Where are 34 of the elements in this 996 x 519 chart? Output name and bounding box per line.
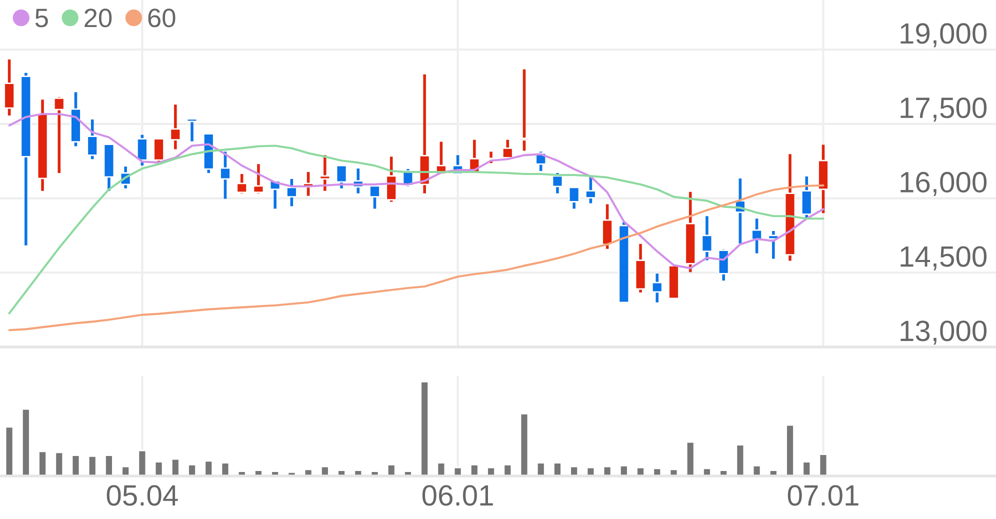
y-tick-label: 16,000: [900, 172, 987, 196]
y-tick-label: 14,500: [900, 246, 987, 270]
bar: [802, 461, 812, 476]
legend-label: 5: [35, 8, 48, 28]
bar: [188, 464, 196, 476]
bar: [818, 454, 828, 476]
bar: [4, 426, 14, 476]
bar: [686, 441, 695, 476]
bar: [21, 408, 30, 476]
bar: [138, 450, 147, 476]
x-tick-label: 06.01: [422, 485, 493, 506]
bar: [386, 464, 396, 476]
bar: [420, 380, 430, 476]
x-tick-label: 05.04: [106, 485, 178, 506]
bar: [204, 460, 214, 476]
legend-label: 60: [148, 8, 176, 28]
bar: [170, 458, 180, 476]
y-tick-label: 19,000: [900, 23, 987, 48]
bar: [536, 462, 546, 476]
bar: [736, 444, 745, 476]
bar: [786, 424, 794, 476]
bar: [88, 455, 97, 476]
bar: [104, 454, 114, 476]
bar: [503, 464, 512, 476]
legend-label: 20: [84, 8, 112, 28]
y-tick-label: 17,500: [900, 98, 987, 122]
bar: [38, 450, 47, 476]
bar: [470, 464, 479, 476]
bar: [54, 452, 64, 476]
x-tick-label: 07.01: [788, 485, 858, 506]
bar: [71, 454, 80, 476]
bar: [520, 413, 529, 476]
bar: [553, 462, 562, 476]
y-tick-label: 13,000: [900, 320, 987, 345]
